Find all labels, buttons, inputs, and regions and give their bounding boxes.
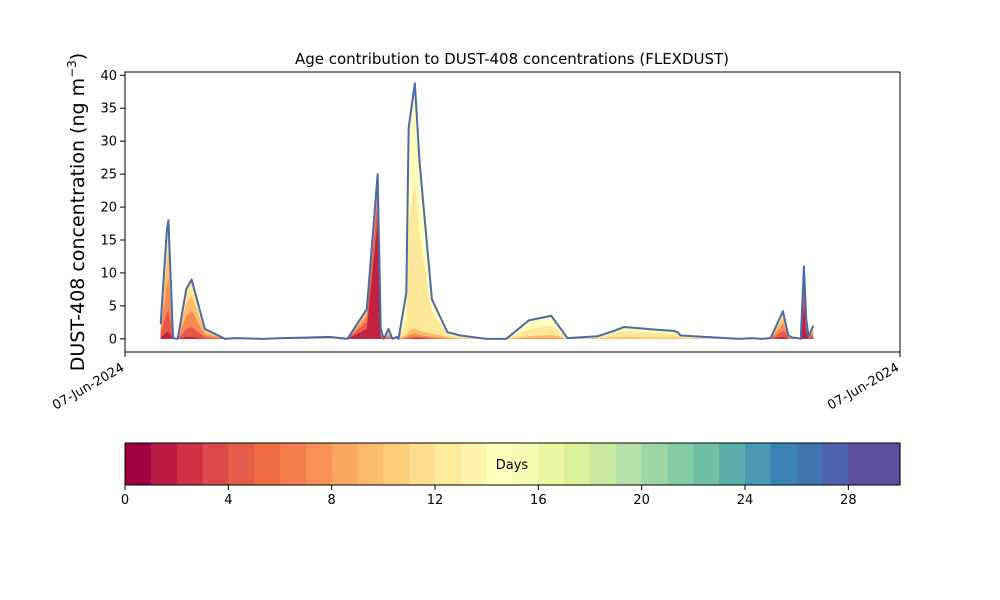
colorbar-swatch <box>176 443 204 485</box>
colorbar-swatch <box>693 443 720 485</box>
total-concentration-line <box>159 82 815 340</box>
colorbar-tick-label: 16 <box>530 493 547 508</box>
y-axis-label: DUST-408 concentration (ng m−3) <box>65 53 89 371</box>
y-axis-label-superscript: −3 <box>65 60 79 78</box>
colorbar-swatch <box>822 443 849 485</box>
colorbar-swatch <box>486 443 514 485</box>
colorbar-swatch <box>590 443 617 485</box>
colorbar-swatch <box>435 443 462 485</box>
colorbar-swatch <box>512 443 539 485</box>
colorbar-swatch <box>383 443 410 485</box>
colorbar-swatch <box>770 443 798 485</box>
colorbar-swatch <box>667 443 694 485</box>
colorbar-swatch <box>150 443 178 485</box>
colorbar-swatch <box>280 443 307 485</box>
colorbar-swatch <box>538 443 565 485</box>
y-axis-label-main: DUST-408 concentration (ng m <box>67 78 89 371</box>
colorbar-swatch <box>460 443 488 485</box>
colorbar-swatch <box>641 443 669 485</box>
colorbar-swatch <box>254 443 281 485</box>
colorbar-swatch <box>228 443 255 485</box>
y-axis: 0 5 10 15 20 25 30 35 40 <box>100 69 125 347</box>
colorbar-swatch <box>874 443 901 485</box>
y-tick-label: 15 <box>100 234 117 249</box>
y-tick-label: 40 <box>100 69 117 84</box>
colorbar: Days 0 4 8 12 16 20 24 28 <box>121 442 901 508</box>
y-tick-label: 25 <box>100 168 117 183</box>
colorbar-swatch <box>719 443 746 485</box>
colorbar-swatches <box>125 443 901 485</box>
y-tick-label: 5 <box>109 299 117 314</box>
chart-title: Age contribution to DUST-408 concentrati… <box>295 50 729 68</box>
colorbar-tick-label: 20 <box>633 493 650 508</box>
colorbar-tick-label: 4 <box>224 493 232 508</box>
colorbar-swatch <box>745 443 772 485</box>
colorbar-swatch <box>202 443 229 485</box>
colorbar-tick-label: 12 <box>427 493 444 508</box>
colorbar-swatch <box>564 443 591 485</box>
colorbar-swatch <box>357 443 384 485</box>
colorbar-tick-label: 28 <box>840 493 857 508</box>
colorbar-swatch <box>305 443 333 485</box>
y-tick-label: 35 <box>100 102 117 117</box>
colorbar-swatch <box>848 443 875 485</box>
colorbar-swatch <box>125 443 152 485</box>
colorbar-swatch <box>796 443 824 485</box>
colorbar-frame <box>124 442 901 486</box>
colorbar-ticks: 0 4 8 12 16 20 24 28 <box>121 485 857 508</box>
colorbar-swatch <box>331 443 359 485</box>
colorbar-tick-label: 24 <box>737 493 754 508</box>
y-axis-label-close: ) <box>67 53 89 60</box>
colorbar-tick-label: 8 <box>328 493 336 508</box>
y-tick-label: 10 <box>100 266 117 281</box>
colorbar-tick-label: 0 <box>121 493 129 508</box>
colorbar-swatch <box>615 443 643 485</box>
colorbar-label: Days <box>496 458 529 473</box>
y-tick-label: 20 <box>100 201 117 216</box>
plot-frame <box>124 71 901 353</box>
y-tick-label: 30 <box>100 135 117 150</box>
colorbar-swatch <box>409 443 436 485</box>
y-tick-label: 0 <box>109 332 117 347</box>
